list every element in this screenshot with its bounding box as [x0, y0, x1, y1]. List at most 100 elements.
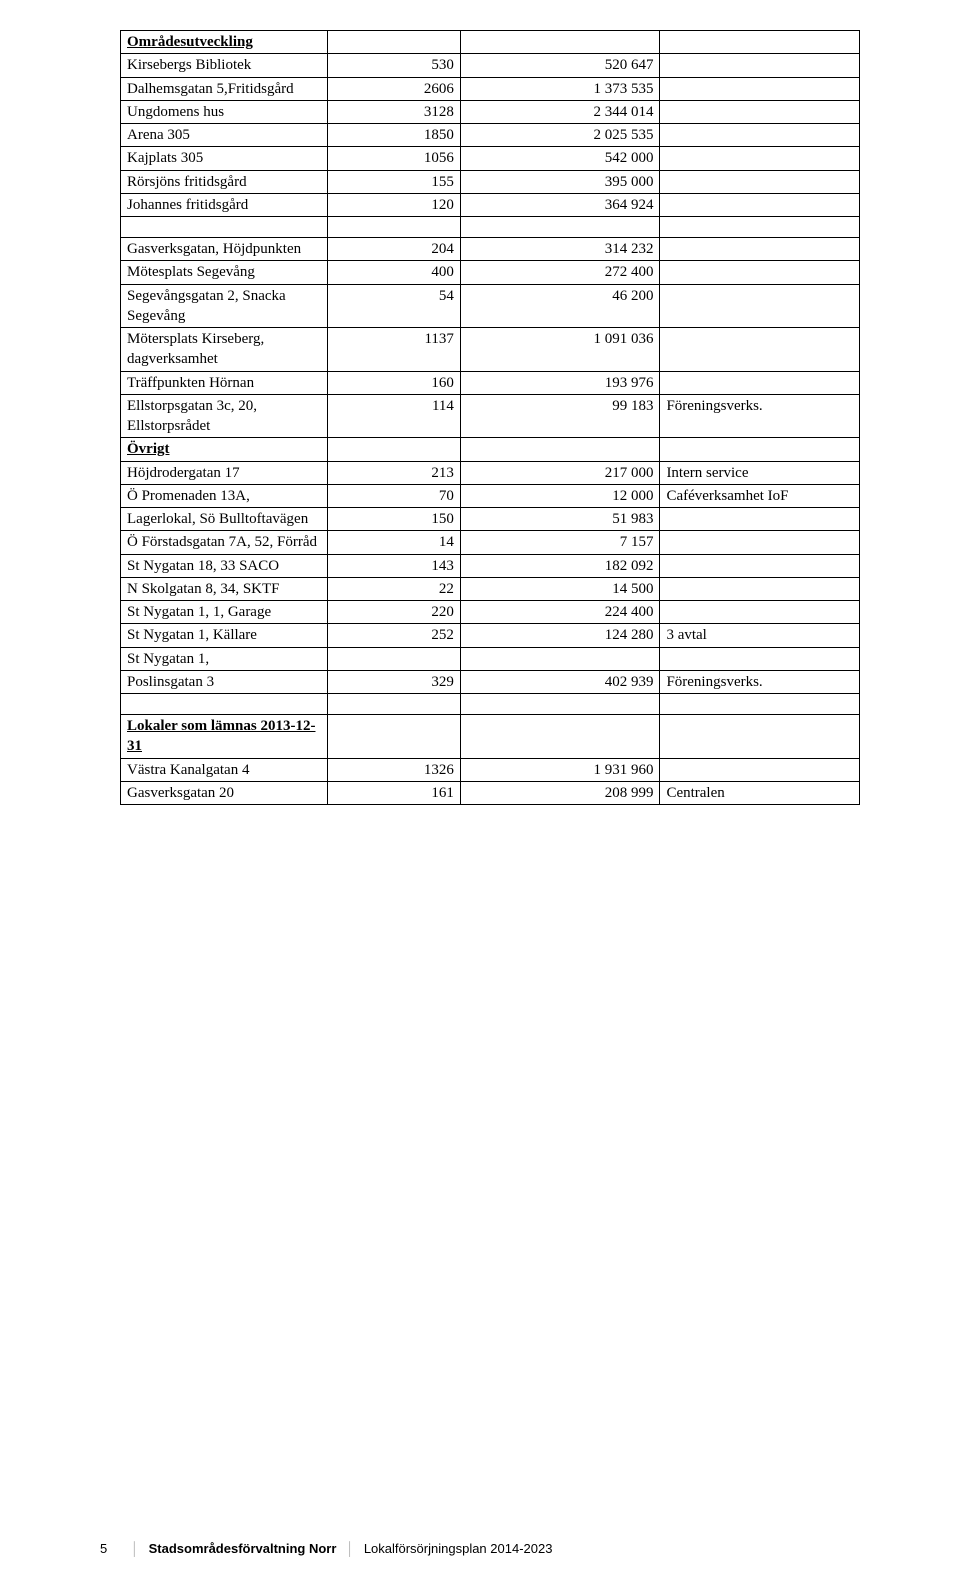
- page-footer: 5 │ Stadsområdesförvaltning Norr │ Lokal…: [100, 1541, 552, 1556]
- row-label-cell: Dalhemsgatan 5,Fritidsgård: [121, 77, 328, 100]
- row-value-cell: [460, 647, 660, 670]
- row-label-cell: [121, 217, 328, 238]
- row-value-cell: 364 924: [460, 193, 660, 216]
- table-row: Segevångsgatan 2, Snacka Segevång5446 20…: [121, 284, 860, 328]
- row-value-cell: 217 000: [460, 461, 660, 484]
- table-row: Arena 30518502 025 535: [121, 124, 860, 147]
- table-row: Kirsebergs Bibliotek530520 647: [121, 54, 860, 77]
- footer-separator: │: [131, 1541, 139, 1556]
- row-value-cell: 542 000: [460, 147, 660, 170]
- row-value-cell: 12 000: [460, 484, 660, 507]
- row-label-cell: Övrigt: [121, 438, 328, 461]
- row-label-cell: Gasverksgatan 20: [121, 781, 328, 804]
- footer-separator: │: [346, 1541, 354, 1556]
- row-value-cell: 400: [327, 261, 460, 284]
- row-value-cell: 213: [327, 461, 460, 484]
- row-label-cell: Områdesutveckling: [121, 31, 328, 54]
- row-value-cell: 182 092: [460, 554, 660, 577]
- row-label-cell: [121, 694, 328, 715]
- row-value-cell: [660, 508, 860, 531]
- row-value-cell: [327, 715, 460, 759]
- table-row: Mötesplats Segevång400272 400: [121, 261, 860, 284]
- row-value-cell: 3128: [327, 100, 460, 123]
- row-label-cell: Ö Förstadsgatan 7A, 52, Förråd: [121, 531, 328, 554]
- table-row: Gasverksgatan 20161208 999Centralen: [121, 781, 860, 804]
- row-value-cell: [327, 217, 460, 238]
- row-label-cell: Mötersplats Kirseberg, dagverksamhet: [121, 328, 328, 372]
- row-value-cell: [660, 193, 860, 216]
- table-row: N Skolgatan 8, 34, SKTF2214 500: [121, 577, 860, 600]
- row-value-cell: 1 931 960: [460, 758, 660, 781]
- row-value-cell: Centralen: [660, 781, 860, 804]
- row-value-cell: 2 344 014: [460, 100, 660, 123]
- row-value-cell: 14: [327, 531, 460, 554]
- row-label-cell: Lokaler som lämnas 2013-12-31: [121, 715, 328, 759]
- row-value-cell: [660, 217, 860, 238]
- row-value-cell: [660, 371, 860, 394]
- row-value-cell: 272 400: [460, 261, 660, 284]
- row-label-cell: Kajplats 305: [121, 147, 328, 170]
- table-row: Västra Kanalgatan 413261 931 960: [121, 758, 860, 781]
- table-row: Ö Förstadsgatan 7A, 52, Förråd147 157: [121, 531, 860, 554]
- row-value-cell: 220: [327, 601, 460, 624]
- row-label-cell: Mötesplats Segevång: [121, 261, 328, 284]
- table-row: Ö Promenaden 13A,7012 000Caféverksamhet …: [121, 484, 860, 507]
- row-value-cell: 520 647: [460, 54, 660, 77]
- row-label-cell: St Nygatan 1,: [121, 647, 328, 670]
- row-value-cell: 252: [327, 624, 460, 647]
- table-row: [121, 694, 860, 715]
- footer-title: Stadsområdesförvaltning Norr: [149, 1541, 337, 1556]
- row-label-cell: N Skolgatan 8, 34, SKTF: [121, 577, 328, 600]
- row-value-cell: [660, 438, 860, 461]
- row-value-cell: 14 500: [460, 577, 660, 600]
- row-value-cell: 193 976: [460, 371, 660, 394]
- table-row: St Nygatan 1, 1, Garage220224 400: [121, 601, 860, 624]
- table-row: Träffpunkten Hörnan160193 976: [121, 371, 860, 394]
- row-label-cell: Ungdomens hus: [121, 100, 328, 123]
- row-value-cell: [660, 601, 860, 624]
- row-value-cell: [660, 238, 860, 261]
- row-value-cell: 124 280: [460, 624, 660, 647]
- row-value-cell: 1326: [327, 758, 460, 781]
- row-value-cell: 99 183: [460, 394, 660, 438]
- row-label-cell: Rörsjöns fritidsgård: [121, 170, 328, 193]
- table-row: St Nygatan 1,: [121, 647, 860, 670]
- row-value-cell: [660, 715, 860, 759]
- table-row: Lagerlokal, Sö Bulltoftavägen15051 983: [121, 508, 860, 531]
- section-header: Lokaler som lämnas 2013-12-31: [127, 718, 315, 754]
- row-value-cell: 395 000: [460, 170, 660, 193]
- row-value-cell: 46 200: [460, 284, 660, 328]
- row-value-cell: 329: [327, 670, 460, 693]
- row-value-cell: 114: [327, 394, 460, 438]
- row-value-cell: [660, 54, 860, 77]
- table-row: Mötersplats Kirseberg, dagverksamhet1137…: [121, 328, 860, 372]
- row-value-cell: [460, 694, 660, 715]
- row-value-cell: 3 avtal: [660, 624, 860, 647]
- row-value-cell: [660, 170, 860, 193]
- row-value-cell: [660, 554, 860, 577]
- row-label-cell: St Nygatan 18, 33 SACO: [121, 554, 328, 577]
- row-value-cell: [660, 124, 860, 147]
- table-row: Lokaler som lämnas 2013-12-31: [121, 715, 860, 759]
- row-value-cell: [660, 100, 860, 123]
- row-value-cell: 402 939: [460, 670, 660, 693]
- row-value-cell: 1 373 535: [460, 77, 660, 100]
- row-value-cell: [660, 147, 860, 170]
- table-row: St Nygatan 18, 33 SACO143182 092: [121, 554, 860, 577]
- row-value-cell: [660, 284, 860, 328]
- row-value-cell: 224 400: [460, 601, 660, 624]
- row-value-cell: 1850: [327, 124, 460, 147]
- table-row: Höjdrodergatan 17213217 000Intern servic…: [121, 461, 860, 484]
- row-value-cell: Intern service: [660, 461, 860, 484]
- row-label-cell: Gasverksgatan, Höjdpunkten: [121, 238, 328, 261]
- row-value-cell: 314 232: [460, 238, 660, 261]
- table-row: Johannes fritidsgård120364 924: [121, 193, 860, 216]
- row-value-cell: 150: [327, 508, 460, 531]
- row-value-cell: 1137: [327, 328, 460, 372]
- table-row: St Nygatan 1, Källare252124 2803 avtal: [121, 624, 860, 647]
- row-value-cell: 54: [327, 284, 460, 328]
- row-value-cell: 208 999: [460, 781, 660, 804]
- row-value-cell: [460, 438, 660, 461]
- premises-table: OmrådesutvecklingKirsebergs Bibliotek530…: [120, 30, 860, 805]
- table-row: Dalhemsgatan 5,Fritidsgård26061 373 535: [121, 77, 860, 100]
